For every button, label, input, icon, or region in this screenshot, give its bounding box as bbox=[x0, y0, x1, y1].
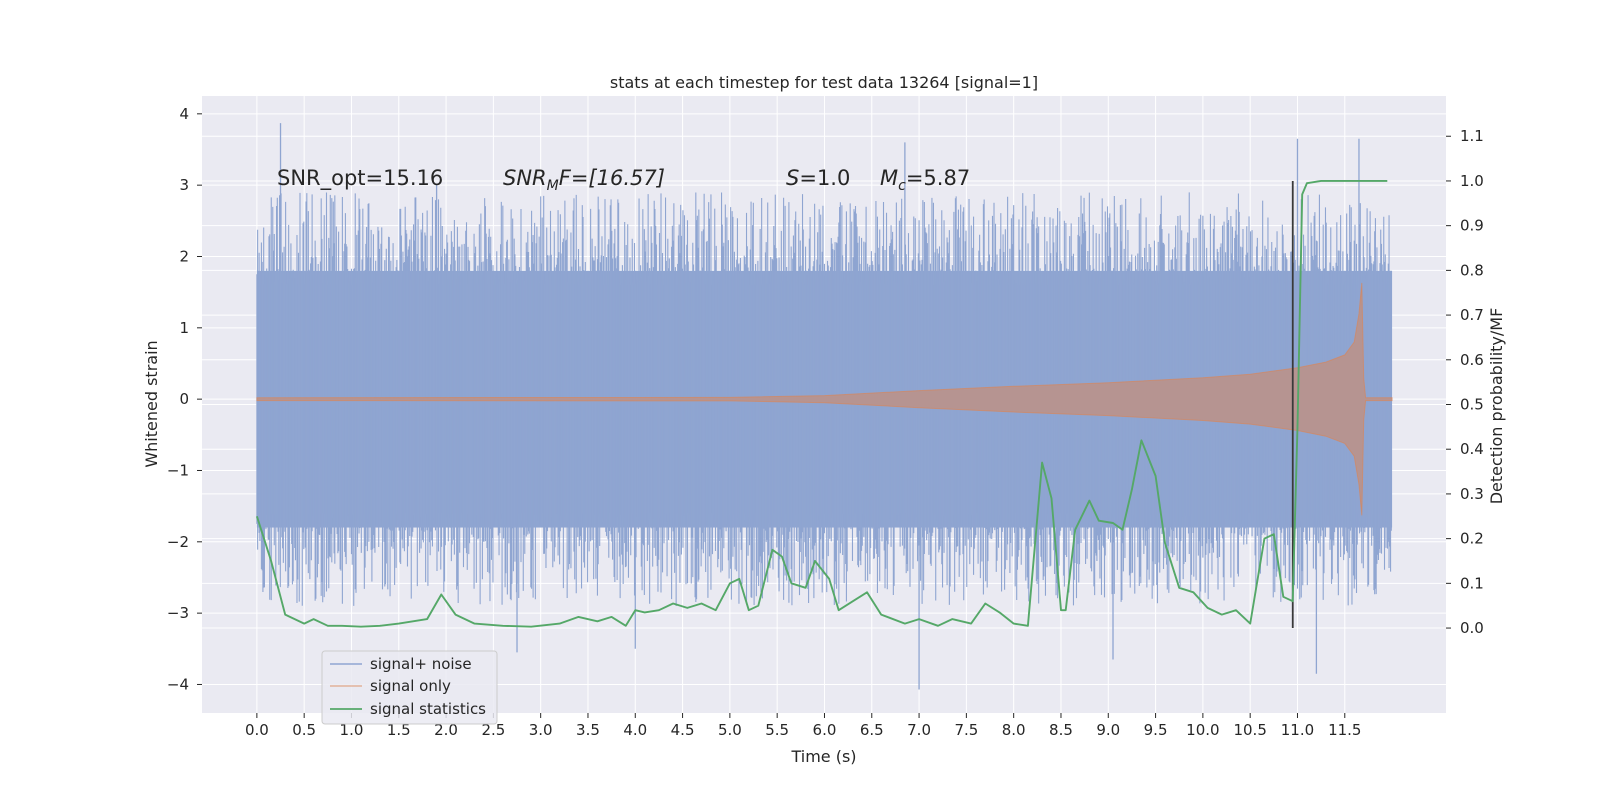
x-tick-label-7: 3.5 bbox=[576, 721, 600, 739]
y2-tick-label-6: 0.6 bbox=[1460, 351, 1484, 369]
legend-label-stats: signal statistics bbox=[370, 700, 486, 718]
y2-tick-label-9: 0.9 bbox=[1460, 217, 1484, 235]
x-tick-label-16: 8.0 bbox=[1002, 721, 1026, 739]
x-tick-label-15: 7.5 bbox=[954, 721, 978, 739]
y2-tick-label-2: 0.2 bbox=[1460, 530, 1484, 548]
y2-tick-label-0: 0.0 bbox=[1460, 619, 1484, 637]
x-tick-label-21: 10.5 bbox=[1233, 721, 1266, 739]
y2-axis-label: Detection probability/MF bbox=[1487, 308, 1506, 505]
y2-tick-label-11: 1.1 bbox=[1460, 127, 1484, 145]
x-tick-label-19: 9.5 bbox=[1144, 721, 1168, 739]
y-tick-label-8: 4 bbox=[179, 105, 189, 123]
annotation-mc-sub: c bbox=[898, 178, 906, 194]
x-tick-label-8: 4.0 bbox=[623, 721, 647, 739]
x-tick-label-9: 4.5 bbox=[671, 721, 695, 739]
x-tick-label-11: 5.5 bbox=[765, 721, 789, 739]
y-tick-label-6: 2 bbox=[179, 247, 189, 265]
annotation-mc: Mc=5.87 bbox=[880, 166, 970, 194]
y-tick-label-4: 0 bbox=[179, 390, 189, 408]
annotation-s-symbol: S bbox=[786, 166, 799, 190]
x-tick-label-6: 3.0 bbox=[529, 721, 553, 739]
x-tick-label-10: 5.0 bbox=[718, 721, 742, 739]
y-tick-label-1: −3 bbox=[167, 604, 189, 622]
x-axis-label: Time (s) bbox=[790, 747, 856, 766]
y2-tick-label-3: 0.3 bbox=[1460, 485, 1484, 503]
annotation-snr-opt: SNR_opt=15.16 bbox=[277, 166, 443, 191]
annotation-snr-mf-sub: M bbox=[547, 178, 559, 194]
x-tick-label-2: 1.0 bbox=[340, 721, 364, 739]
legend: signal+ noise signal only signal statist… bbox=[321, 650, 498, 725]
y2-tick-label-5: 0.5 bbox=[1460, 396, 1484, 414]
y2-tick-label-8: 0.8 bbox=[1460, 261, 1484, 279]
y-tick-label-7: 3 bbox=[179, 176, 189, 194]
x-tick-label-12: 6.0 bbox=[813, 721, 837, 739]
signal-envelope bbox=[256, 282, 1393, 516]
annotation-snr-mf: SNRMF=[16.57] bbox=[503, 166, 665, 194]
y-tick-label-5: 1 bbox=[179, 319, 189, 337]
y-tick-label-2: −2 bbox=[167, 533, 189, 551]
legend-label-noise: signal+ noise bbox=[370, 655, 472, 673]
x-tick-label-22: 11.0 bbox=[1281, 721, 1314, 739]
annotation-mc-value: =5.87 bbox=[906, 166, 970, 190]
signal-series bbox=[256, 282, 1393, 516]
y2-tick-label-1: 0.1 bbox=[1460, 574, 1484, 592]
x-tick-label-0: 0.0 bbox=[245, 721, 269, 739]
legend-label-signal: signal only bbox=[370, 677, 451, 695]
y-tick-label-0: −4 bbox=[167, 675, 189, 693]
chart-title: stats at each timestep for test data 132… bbox=[610, 73, 1038, 92]
stats-series bbox=[255, 179, 1388, 629]
x-tick-label-5: 2.5 bbox=[481, 721, 505, 739]
x-tick-label-23: 11.5 bbox=[1328, 721, 1361, 739]
y2-tick-label-10: 1.0 bbox=[1460, 172, 1484, 190]
annotation-snr-mf-rest: F=[16.57] bbox=[559, 166, 665, 190]
annotation-mc-symbol: M bbox=[880, 166, 898, 190]
x-tick-label-14: 7.0 bbox=[907, 721, 931, 739]
x-tick-label-13: 6.5 bbox=[860, 721, 884, 739]
x-tick-label-1: 0.5 bbox=[292, 721, 316, 739]
y-axis-label: Whitened strain bbox=[142, 340, 161, 467]
annotations: SNR_opt=15.16 SNRMF=[16.57] S=1.0 Mc=5.8… bbox=[277, 166, 970, 194]
x-tick-label-20: 10.0 bbox=[1186, 721, 1219, 739]
annotation-snr-mf-base: SNR bbox=[503, 166, 547, 190]
ticks: 0.0 0.5 1.0 1.5 2.0 2.5 3.0 3.5 4.0 4.5 5.0 5.5 6.0 6… bbox=[167, 105, 1484, 739]
y2-tick-label-4: 0.4 bbox=[1460, 440, 1484, 458]
y-tick-label-3: −1 bbox=[167, 461, 189, 479]
x-tick-label-17: 8.5 bbox=[1049, 721, 1073, 739]
x-tick-label-3: 1.5 bbox=[387, 721, 411, 739]
annotation-s-value: =1.0 bbox=[799, 166, 850, 190]
legend-box bbox=[321, 650, 498, 725]
x-tick-label-4: 2.0 bbox=[434, 721, 458, 739]
signal-statistics-line bbox=[255, 179, 1388, 628]
y2-tick-label-7: 0.7 bbox=[1460, 306, 1484, 324]
x-tick-label-18: 9.0 bbox=[1096, 721, 1120, 739]
annotation-s: S=1.0 bbox=[786, 166, 850, 190]
